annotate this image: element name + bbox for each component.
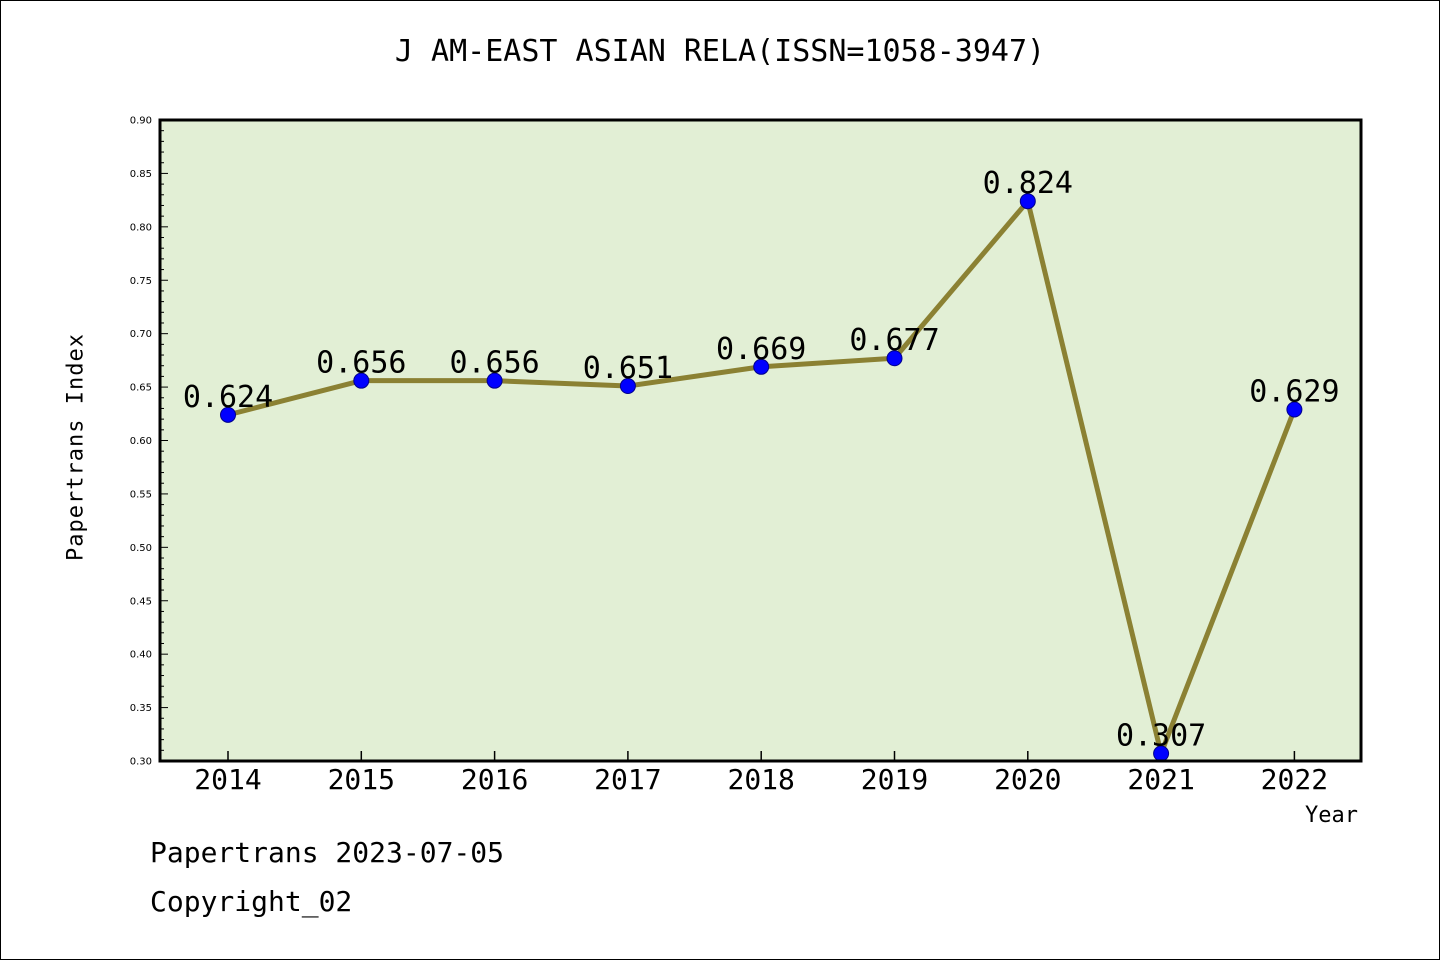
data-point (886, 350, 903, 367)
plot-border (158, 118, 1363, 763)
x-tick-label: 2014 (194, 763, 261, 796)
y-tick-label: 0.50 (130, 543, 152, 554)
footer-date: Papertrans 2023-07-05 (150, 836, 505, 869)
y-tick-label: 0.45 (130, 596, 152, 607)
data-label: 0.307 (1116, 719, 1206, 754)
data-label: 0.624 (183, 380, 273, 415)
x-tick-label: 2017 (594, 763, 661, 796)
data-label: 0.629 (1249, 375, 1339, 410)
x-axis-label: Year (1305, 803, 1358, 828)
x-tick-label: 2021 (1127, 763, 1194, 796)
y-tick-label: 0.40 (130, 650, 152, 661)
x-tick-label: 2015 (328, 763, 395, 796)
y-axis-label: Papertrans Index (63, 333, 89, 561)
y-tick-label: 0.60 (130, 436, 152, 447)
data-labels: 0.624 0.656 0.656 0.651 0.669 0.677 0.824 0.307… (183, 166, 1340, 753)
data-label: 0.669 (716, 332, 806, 367)
x-tick-label: 2022 (1261, 763, 1328, 796)
y-tick-label: 0.75 (130, 276, 152, 287)
data-point (753, 358, 770, 375)
x-tick-label: 2018 (727, 763, 794, 796)
footer-copyright: Copyright_02 (150, 885, 353, 918)
x-tick-label: 2016 (461, 763, 528, 796)
x-tick-label: 2019 (861, 763, 928, 796)
data-points (220, 193, 1303, 762)
chart-title: J AM-EAST ASIAN RELA(ISSN=1058-3947) (394, 34, 1046, 69)
y-tick-label: 0.90 (130, 116, 152, 127)
y-tick-label: 0.80 (130, 222, 152, 233)
plot-area (160, 120, 1361, 761)
data-point (486, 372, 503, 389)
data-point (1286, 401, 1303, 418)
x-axis: 2014 2015 2016 2017 2018 2019 2020 2021 2022 (194, 751, 1328, 796)
data-point (1019, 193, 1036, 210)
data-label: 0.677 (849, 323, 939, 358)
y-tick-label: 0.35 (130, 703, 152, 714)
y-tick-label: 0.55 (130, 489, 152, 500)
x-tick-label: 2020 (994, 763, 1061, 796)
data-label: 0.656 (449, 346, 539, 381)
y-tick-label: 0.30 (130, 757, 152, 768)
data-label: 0.824 (983, 166, 1073, 201)
data-point (220, 406, 236, 423)
data-point (353, 372, 370, 389)
y-tick-label: 0.85 (130, 169, 152, 180)
data-label: 0.656 (316, 346, 406, 381)
y-tick-label: 0.65 (130, 383, 152, 394)
data-label: 0.651 (583, 351, 673, 386)
data-point (619, 378, 636, 395)
y-tick-label: 0.70 (130, 329, 152, 340)
